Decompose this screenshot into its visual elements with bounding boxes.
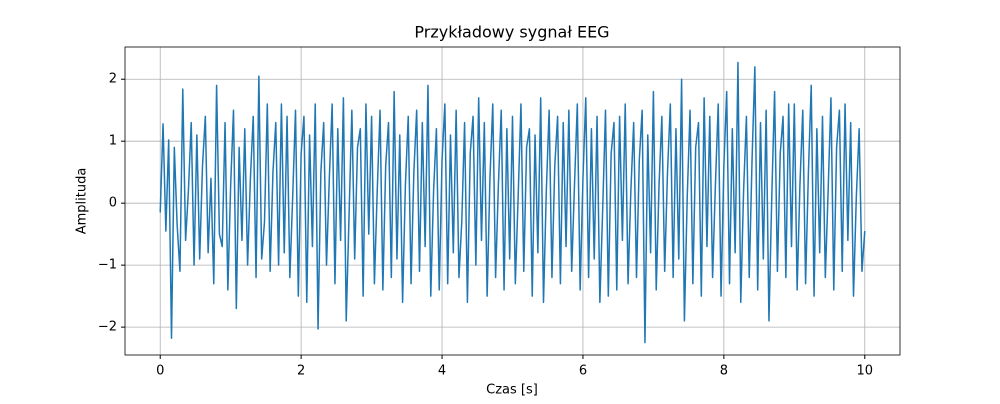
y-tick-label: −2: [98, 320, 117, 335]
x-axis-label: Czas [s]: [486, 383, 538, 398]
x-tick-label: 8: [720, 364, 728, 379]
x-tick-label: 0: [156, 364, 164, 379]
x-tick-label: 10: [856, 364, 873, 379]
x-tick-label: 2: [297, 364, 305, 379]
x-tick-label: 4: [438, 364, 446, 379]
y-tick-label: 1: [109, 134, 117, 149]
y-tick-label: 2: [109, 72, 117, 87]
plot-frame: [124, 46, 901, 356]
signal-line: [159, 61, 866, 344]
chart-title: Przykładowy sygnał EEG: [414, 23, 609, 42]
y-tick-label: 0: [109, 196, 117, 211]
y-axis-label: Amplituda: [75, 168, 90, 235]
y-tick-label: −1: [98, 258, 117, 273]
x-tick-label: 6: [579, 364, 587, 379]
